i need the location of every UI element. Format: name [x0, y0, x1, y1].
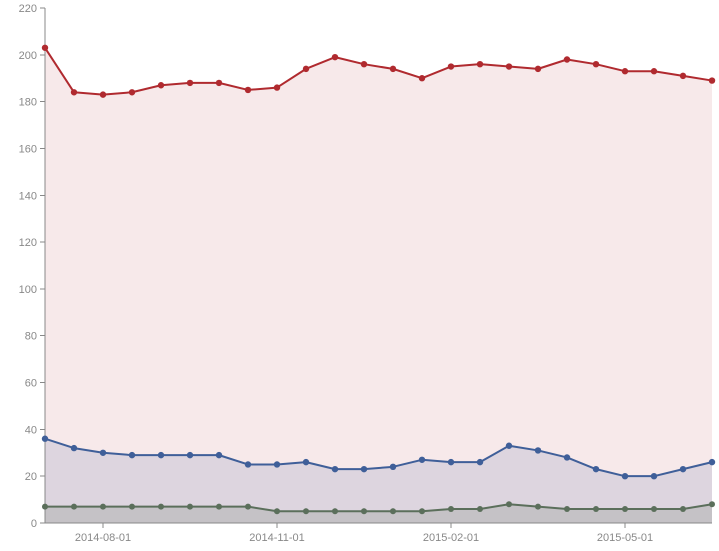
y-tick-label: 180 [19, 97, 37, 109]
series-green-point [651, 506, 657, 512]
series-red-point [564, 56, 570, 62]
series-red-point [129, 89, 135, 95]
series-green-point [216, 504, 222, 510]
series-red-point [419, 75, 425, 81]
x-tick-label: 2015-05-01 [597, 532, 653, 544]
series-blue-point [158, 452, 164, 458]
x-tick-label: 2015-02-01 [423, 532, 479, 544]
y-tick-label: 100 [19, 284, 37, 296]
series-green-point [709, 501, 715, 507]
y-tick-label: 0 [31, 518, 37, 530]
series-blue-point [564, 454, 570, 460]
series-green-point [129, 504, 135, 510]
series-green-point [390, 508, 396, 514]
series-red-point [448, 63, 454, 69]
y-tick-label: 200 [19, 50, 37, 62]
series-red-point [622, 68, 628, 74]
series-blue-point [593, 466, 599, 472]
series-red-point [71, 89, 77, 95]
series-red-point [680, 73, 686, 79]
series-red-point [158, 82, 164, 88]
series-blue-point [361, 466, 367, 472]
series-red-point [42, 45, 48, 51]
y-tick-label: 60 [25, 378, 37, 390]
y-tick-label: 140 [19, 190, 37, 202]
series-green-point [158, 504, 164, 510]
series-green-point [680, 506, 686, 512]
area-line-chart: 0 20 40 60 80 100 120 140 160 180 200 220 2014-08-01… [0, 0, 719, 551]
series-green-point [535, 504, 541, 510]
series-blue-point [680, 466, 686, 472]
series-blue-point [709, 459, 715, 465]
series-green-point [593, 506, 599, 512]
series-blue-point [129, 452, 135, 458]
series-red-point [361, 61, 367, 67]
series-blue-point [332, 466, 338, 472]
series-red-point [535, 66, 541, 72]
y-tick-label: 80 [25, 331, 37, 343]
series-green-point [100, 504, 106, 510]
series-blue-point [622, 473, 628, 479]
series-green-point [361, 508, 367, 514]
series-green-point [303, 508, 309, 514]
series-green-point [187, 504, 193, 510]
series-red-point [245, 87, 251, 93]
y-tick-label: 120 [19, 237, 37, 249]
series-red-point [303, 66, 309, 72]
y-tick-label: 40 [25, 424, 37, 436]
series-blue-point [216, 452, 222, 458]
series-blue-point [448, 459, 454, 465]
series-blue-point [42, 436, 48, 442]
series-green-point [477, 506, 483, 512]
series-blue-point [100, 450, 106, 456]
series-blue-point [419, 457, 425, 463]
series-blue-point [651, 473, 657, 479]
series-blue-point [477, 459, 483, 465]
series-green-point [419, 508, 425, 514]
series-red-point [187, 80, 193, 86]
series-green-point [448, 506, 454, 512]
series-blue-point [71, 445, 77, 451]
y-tick-label: 20 [25, 471, 37, 483]
series-red-point [332, 54, 338, 60]
series-green-point [42, 504, 48, 510]
series-green-point [332, 508, 338, 514]
series-blue-point [274, 461, 280, 467]
series-green-point [622, 506, 628, 512]
series-green-point [71, 504, 77, 510]
series-red-point [216, 80, 222, 86]
chart-svg: 0 20 40 60 80 100 120 140 160 180 200 220 2014-08-01… [0, 0, 719, 551]
series-blue-point [535, 447, 541, 453]
series-blue-point [390, 464, 396, 470]
series-red-point [593, 61, 599, 67]
series-red-point [506, 63, 512, 69]
series-green-point [506, 501, 512, 507]
series-blue-point [245, 461, 251, 467]
x-tick-label: 2014-08-01 [75, 532, 131, 544]
series-red-point [274, 84, 280, 90]
series-red-point [390, 66, 396, 72]
series-green-point [274, 508, 280, 514]
series-green-point [245, 504, 251, 510]
series-blue-point [303, 459, 309, 465]
y-tick-label: 160 [19, 143, 37, 155]
x-tick-label: 2014-11-01 [249, 532, 304, 544]
series-red-point [477, 61, 483, 67]
series-green-point [564, 506, 570, 512]
y-tick-label: 220 [19, 3, 37, 15]
series-red-area [45, 48, 712, 523]
series-blue-point [187, 452, 193, 458]
series-red-point [651, 68, 657, 74]
series-blue-point [506, 443, 512, 449]
series-red-point [709, 77, 715, 83]
series-red-point [100, 91, 106, 97]
